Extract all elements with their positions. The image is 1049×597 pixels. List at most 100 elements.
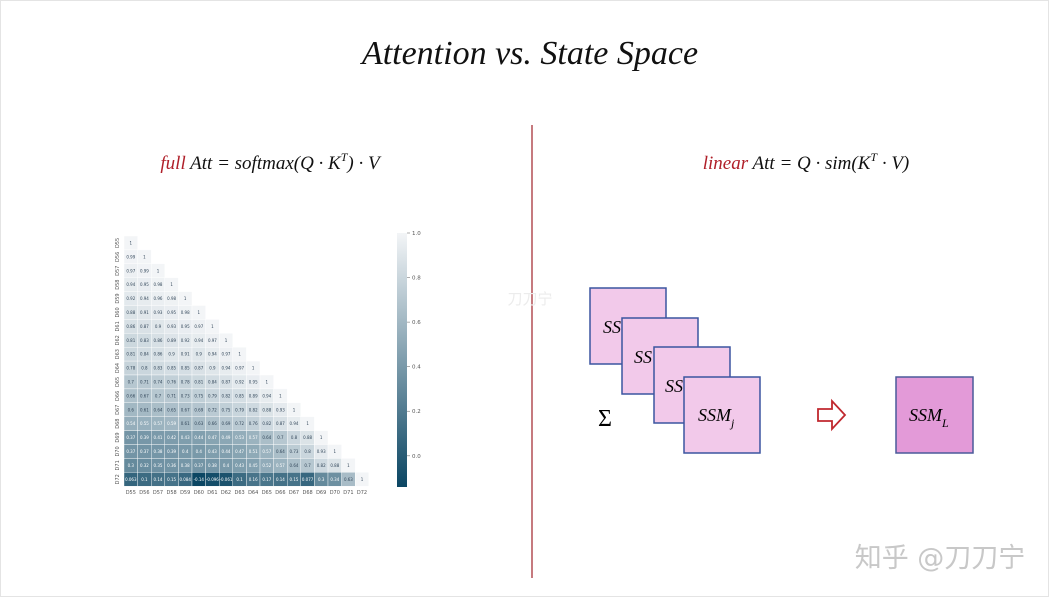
cell-label: 0.64 <box>276 449 285 454</box>
cell-label: 0.57 <box>154 421 163 426</box>
cell-label: 0.82 <box>249 407 258 412</box>
cell-label: 0.17 <box>262 477 271 482</box>
colorbar-tick-label: 0.2 <box>412 409 421 415</box>
cell-label: 0.16 <box>249 477 258 482</box>
cell-label: 0.67 <box>140 393 149 398</box>
cell-label: 0.91 <box>181 352 190 357</box>
cell-label: 0.57 <box>249 435 258 440</box>
row-label: D64 <box>115 363 121 373</box>
cell-label: 0.72 <box>208 407 217 412</box>
cell-label: 0.8 <box>304 449 311 454</box>
cell-label: 0.3 <box>318 477 325 482</box>
cell-label: 1 <box>306 421 309 426</box>
cell-label: 0.98 <box>181 310 190 315</box>
ssm-sub: L <box>941 416 949 430</box>
cell-label: 0.96 <box>154 296 163 301</box>
cell-label: 0.37 <box>194 463 203 468</box>
ssm-label: SSMj <box>698 405 735 430</box>
cell-label: 0.084 <box>179 477 191 482</box>
cell-label: 0.94 <box>140 296 149 301</box>
cell-label: 0.45 <box>249 463 258 468</box>
cell-label: 0.41 <box>154 435 163 440</box>
cell-label: 1 <box>320 435 323 440</box>
cell-label: 0.88 <box>126 310 135 315</box>
cell-label: 0.38 <box>208 463 217 468</box>
row-label: D61 <box>115 321 121 331</box>
cell-label: 0.37 <box>126 435 135 440</box>
formula-sup: T <box>341 150 349 164</box>
cell-label: 0.6 <box>128 407 135 412</box>
col-label: D57 <box>153 490 163 496</box>
cell-label: 0.87 <box>140 324 149 329</box>
cell-label: 0.1 <box>141 477 148 482</box>
cell-label: 0.86 <box>126 324 135 329</box>
formula-emphasis: linear <box>703 153 749 174</box>
cell-label: 0.44 <box>194 435 203 440</box>
ssm-text: SSM <box>698 405 732 425</box>
cell-label: 1 <box>238 352 241 357</box>
row-label: D63 <box>115 349 121 359</box>
cell-label: 0.49 <box>222 435 231 440</box>
cell-label: 0.15 <box>290 477 299 482</box>
right-formula: linear Att = Q · sim(KT · V) <box>703 150 910 174</box>
cell-label: 0.87 <box>194 366 203 371</box>
cell-label: 0.9 <box>168 352 175 357</box>
cell-label: 0.71 <box>140 379 149 384</box>
colorbar-tick-label: 0.6 <box>412 320 421 326</box>
col-label: D72 <box>357 490 367 496</box>
cell-label: 0.4 <box>196 449 203 454</box>
cell-label: 0.97 <box>235 366 244 371</box>
cell-label: 0.94 <box>194 338 203 343</box>
col-label: D65 <box>262 490 272 496</box>
cell-label: 0.89 <box>249 393 258 398</box>
cell-label: 0.92 <box>235 379 244 384</box>
cell-label: 0.99 <box>126 254 135 259</box>
cell-label: 0.55 <box>140 421 149 426</box>
ssm-text: SSM <box>909 405 943 425</box>
col-label: D59 <box>180 490 190 496</box>
cell-label: 0.97 <box>194 324 203 329</box>
ssm-label: SSML <box>909 405 949 430</box>
cell-label: 0.98 <box>167 296 176 301</box>
cell-label: 0.7 <box>128 379 135 384</box>
watermark: 刀刀宁 <box>507 290 552 308</box>
cell-label: 0.93 <box>154 310 163 315</box>
cell-label: 0.8 <box>291 435 298 440</box>
cell-label: 0.95 <box>140 282 149 287</box>
cell-label: 0.94 <box>262 393 271 398</box>
col-label: D56 <box>139 490 149 496</box>
cell-label: 0.93 <box>167 324 176 329</box>
cell-label: -0.061 <box>220 477 233 482</box>
cell-label: 0.66 <box>126 393 135 398</box>
cell-label: 0.99 <box>140 268 149 273</box>
cell-label: 1 <box>130 240 133 245</box>
cell-label: 0.81 <box>126 338 135 343</box>
cell-label: 0.71 <box>167 393 176 398</box>
cell-label: 0.43 <box>235 463 244 468</box>
cell-label: 0.75 <box>194 393 203 398</box>
ssm-label: SS <box>603 317 621 337</box>
cell-label: 0.82 <box>262 421 271 426</box>
cell-label: 0.47 <box>208 435 217 440</box>
cell-label: 0.53 <box>235 435 244 440</box>
row-label: D65 <box>115 377 121 387</box>
cell-label: 0.14 <box>154 477 163 482</box>
cell-label: -0.096 <box>206 477 219 482</box>
cell-label: -0.14 <box>194 477 205 482</box>
colorbar-tick-label: 0.8 <box>412 276 421 282</box>
cell-label: 0.077 <box>302 477 314 482</box>
cell-label: 0.98 <box>154 282 163 287</box>
cell-label: 0.97 <box>222 352 231 357</box>
cell-label: 1 <box>279 393 282 398</box>
cell-label: 1 <box>347 463 350 468</box>
cell-label: 0.84 <box>140 352 149 357</box>
row-label: D66 <box>115 391 121 401</box>
cell-label: 0.76 <box>167 379 176 384</box>
cell-label: 0.59 <box>167 421 176 426</box>
cell-label: 0.64 <box>154 407 163 412</box>
ssm-label: SS <box>634 347 652 367</box>
ssm-diagram: SS SS SS SSMj Σ SSML <box>589 287 974 454</box>
cell-label: 0.85 <box>181 366 190 371</box>
cell-label: 0.39 <box>167 449 176 454</box>
cell-label: 0.44 <box>222 449 231 454</box>
